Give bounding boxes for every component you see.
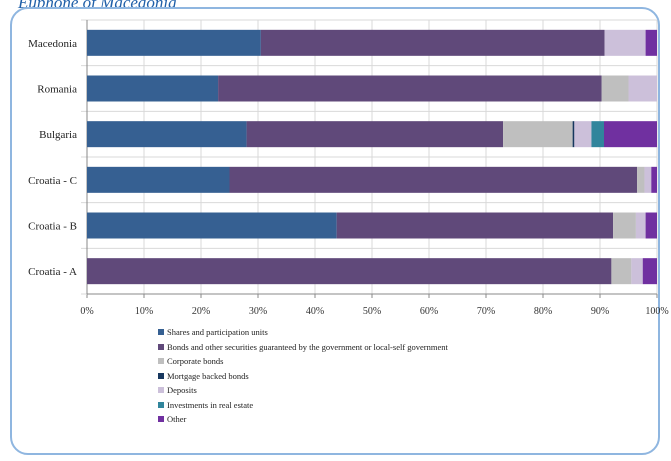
legend-swatch [158,372,164,379]
legend-swatch [158,343,164,350]
legend-label: Mortgage backed bonds [167,370,249,381]
legend-swatch [158,416,164,423]
legend-label: Other [167,414,187,425]
bar-segment [611,258,632,285]
bar-segment [591,121,604,148]
legend-item: Mortgage backed bonds [158,369,448,384]
x-tick-label: 40% [306,306,324,317]
bar-segment [87,166,230,193]
bar-segment [651,166,657,193]
legend-swatch [158,329,164,336]
legend-item: Shares and participation units [158,325,448,340]
legend-swatch [158,387,164,394]
x-tick-label: 10% [135,306,153,317]
bar-segment [87,29,261,56]
legend-swatch [158,358,164,365]
bar-segment [87,258,612,285]
x-tick-label: 50% [363,306,381,317]
bar-segment [87,212,337,239]
bar-segment [645,212,657,239]
x-tick-label: 0% [80,306,93,317]
bar-segment [628,75,657,102]
legend-item: Bonds and other securities guaranteed by… [158,340,448,355]
x-tick-label: 90% [591,306,609,317]
chart-legend: Shares and participation units Bonds and … [158,325,448,427]
legend-label: Investments in real estate [167,399,254,410]
bar-segment [613,212,636,239]
bar-segment [604,29,646,56]
category-label: Bulgaria [39,129,77,141]
bar-segment [572,121,575,148]
bar-segment [260,29,605,56]
bar-segment [246,121,504,148]
x-tick-label: 100% [645,306,668,317]
legend-item: Other [158,412,448,427]
bar-segment [637,166,645,193]
category-label: Croatia - B [28,221,77,233]
x-tick-label: 20% [192,306,210,317]
legend-label: Shares and participation units [167,327,268,338]
bar-segment [574,121,592,148]
bar-segment [601,75,629,102]
bar-segment [87,121,247,148]
bar-segment [603,121,657,148]
category-label: Croatia - C [28,175,77,187]
category-label: Croatia - A [28,266,77,278]
x-tick-label: 60% [420,306,438,317]
bar-segment [644,166,652,193]
legend-swatch [158,401,164,408]
bar-segment [631,258,643,285]
bar-segment [218,75,602,102]
legend-item: Investments in real estate [158,398,448,413]
bar-segment [336,212,614,239]
x-tick-label: 80% [534,306,552,317]
category-label: Romania [37,84,77,96]
category-label: Macedonia [28,38,77,50]
legend-label: Corporate bonds [167,356,224,367]
bar-segment [503,121,573,148]
bar-segment [642,258,657,285]
bar-segment [645,29,657,56]
legend-label: Bonds and other securities guaranteed by… [167,341,448,352]
x-tick-label: 70% [477,306,495,317]
legend-item: Corporate bonds [158,354,448,369]
legend-item: Deposits [158,383,448,398]
legend-label: Deposits [167,385,197,396]
bar-segment [87,75,219,102]
bar-segment [635,212,646,239]
x-tick-label: 30% [249,306,267,317]
bar-segment [229,166,638,193]
